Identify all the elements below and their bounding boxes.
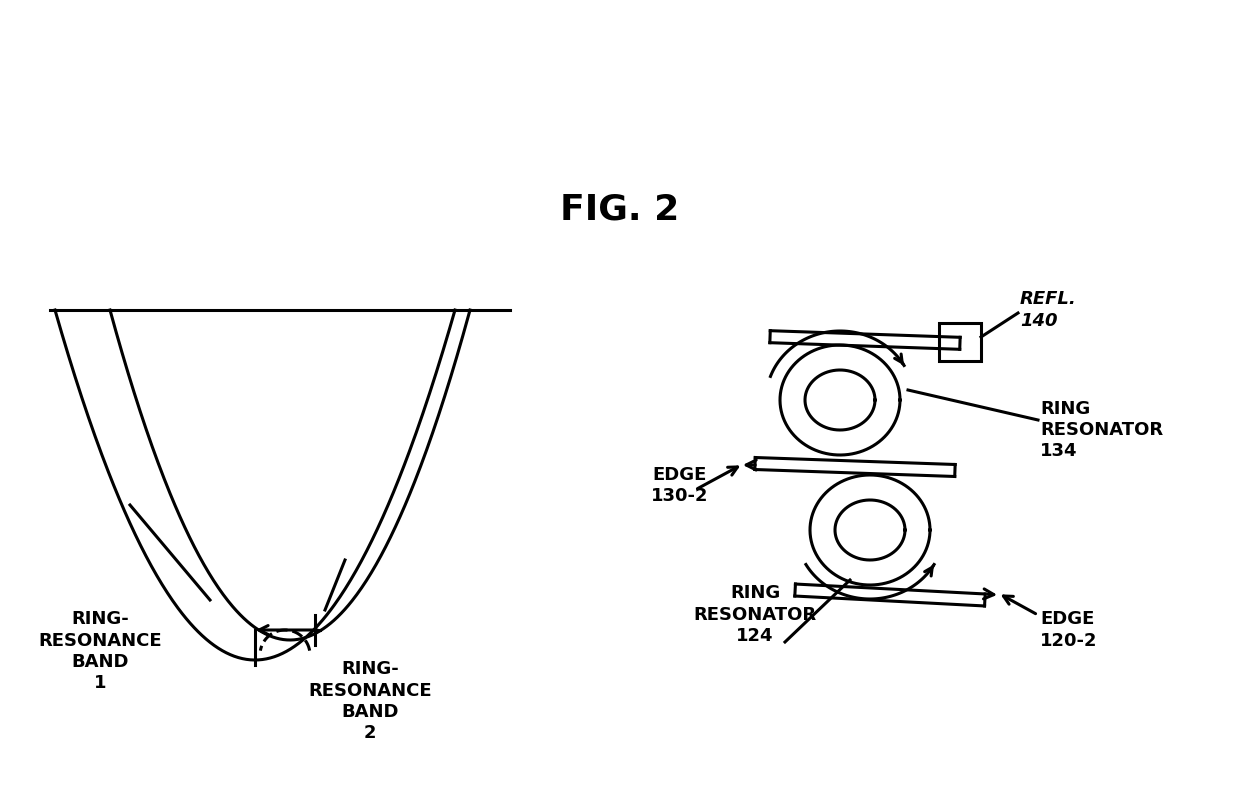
Text: RING
RESONATOR
134: RING RESONATOR 134	[1040, 399, 1163, 461]
Text: FIG. 2: FIG. 2	[560, 193, 680, 227]
Text: RING-
RESONANCE
BAND
2: RING- RESONANCE BAND 2	[309, 660, 432, 742]
Text: REFL.
140: REFL. 140	[1021, 290, 1076, 330]
Text: RING-
RESONANCE
BAND
1: RING- RESONANCE BAND 1	[38, 610, 161, 693]
Text: RING
RESONATOR
124: RING RESONATOR 124	[693, 584, 817, 645]
Text: EDGE
130-2: EDGE 130-2	[651, 466, 709, 505]
Bar	[939, 323, 981, 361]
Text: EDGE
120-2: EDGE 120-2	[1040, 610, 1097, 650]
